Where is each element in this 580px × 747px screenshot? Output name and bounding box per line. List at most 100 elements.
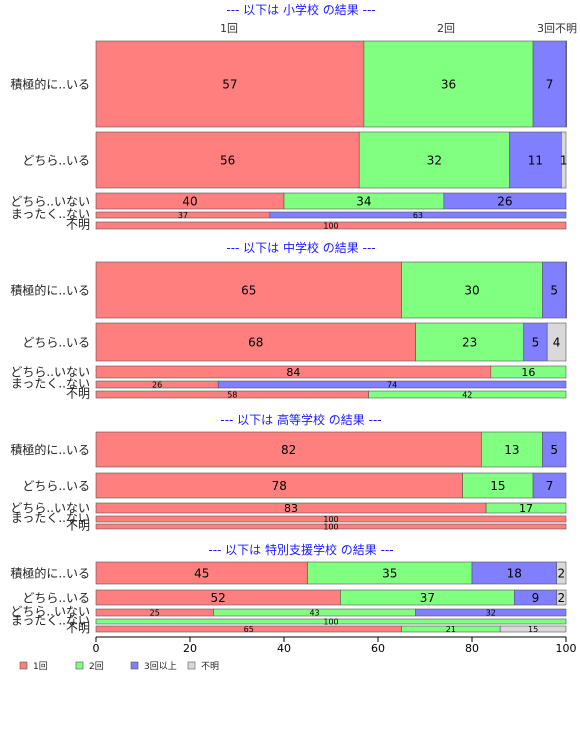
data-label: 43 bbox=[309, 608, 319, 617]
data-label: 16 bbox=[521, 366, 535, 379]
row-label: どちら..いる bbox=[22, 335, 90, 349]
data-label: 45 bbox=[194, 566, 209, 580]
data-label: 82 bbox=[281, 443, 296, 457]
bar-segment bbox=[95, 131, 360, 189]
bar-segment bbox=[556, 589, 567, 606]
legend-label: 1回 bbox=[33, 661, 48, 672]
data-label: 100 bbox=[323, 522, 338, 531]
data-label: 15 bbox=[528, 625, 538, 634]
data-label: 5 bbox=[550, 283, 558, 297]
data-label: 15 bbox=[490, 479, 505, 493]
bar-segment bbox=[499, 625, 567, 633]
data-label: 13 bbox=[504, 443, 519, 457]
data-label: 40 bbox=[182, 194, 197, 208]
legend-swatch bbox=[19, 661, 28, 670]
data-label: 32 bbox=[427, 153, 442, 167]
data-label: 68 bbox=[248, 335, 263, 349]
row-label: どちら..いない bbox=[10, 365, 90, 379]
data-label: 21 bbox=[446, 625, 456, 634]
bar-segment bbox=[358, 131, 510, 189]
bar-segment bbox=[532, 40, 567, 128]
data-label: 2 bbox=[557, 591, 565, 605]
bar-row: どちら..いる 56 32 11 1 bbox=[22, 131, 568, 189]
bar-segment bbox=[415, 608, 567, 617]
bar-segment bbox=[95, 618, 567, 625]
data-label: 37 bbox=[420, 591, 435, 605]
bar-segment bbox=[95, 523, 567, 530]
data-label: 65 bbox=[244, 625, 254, 634]
row-label: 積極的に..いる bbox=[10, 442, 90, 457]
bar-row: 積極的に..いる 65 30 5 bbox=[10, 261, 567, 319]
row-label: まったく..ない bbox=[11, 376, 90, 390]
data-label: 11 bbox=[528, 153, 543, 167]
bar-row: どちら..いる 78 15 7 bbox=[22, 472, 567, 499]
row-label: どちら..いない bbox=[10, 604, 90, 618]
data-label: 36 bbox=[441, 77, 456, 91]
legend-label: 3回以上 bbox=[144, 661, 177, 672]
bar-segment bbox=[368, 390, 567, 399]
data-label: 42 bbox=[462, 390, 472, 399]
row-label: 不明 bbox=[66, 621, 90, 635]
bar-row: 不明 58 42 bbox=[66, 386, 567, 400]
bar-segment bbox=[95, 515, 567, 523]
bar-segment bbox=[546, 322, 567, 362]
bar-segment bbox=[443, 192, 567, 210]
column-header: 3回 bbox=[537, 22, 555, 35]
data-label: 63 bbox=[413, 211, 423, 220]
bar-row: どちら..いない 25 43 32 bbox=[10, 604, 567, 618]
data-label: 26 bbox=[152, 380, 162, 389]
data-label: 34 bbox=[356, 194, 371, 208]
panel-3: --- 以下は 高等学校 の結果 --- 積極的に..いる 82 13 5 どちら..いる… bbox=[10, 412, 567, 532]
bar-segment bbox=[490, 365, 567, 379]
x-axis: 0 20 40 60 80 100 bbox=[93, 636, 577, 655]
bar-row: 積極的に..いる 82 13 5 bbox=[10, 431, 567, 468]
bar-segment bbox=[217, 380, 567, 389]
bar-segment bbox=[415, 322, 525, 362]
bar-segment bbox=[95, 322, 416, 362]
data-label: 56 bbox=[220, 153, 235, 167]
row-label: まったく..ない bbox=[11, 207, 90, 221]
x-tick-label: 20 bbox=[183, 642, 197, 655]
row-label: 積極的に..いる bbox=[10, 565, 90, 580]
bar-segment bbox=[481, 431, 543, 468]
bar-row: どちら..いない 84 16 bbox=[10, 365, 567, 379]
bar-segment bbox=[401, 261, 543, 319]
bar-segment bbox=[560, 131, 567, 189]
data-label: 58 bbox=[227, 390, 237, 399]
data-label: 26 bbox=[497, 194, 512, 208]
bar-segment bbox=[542, 431, 567, 468]
row-label: どちら..いる bbox=[22, 479, 90, 493]
column-header: 不明 bbox=[555, 22, 577, 35]
legend-swatch bbox=[187, 661, 196, 670]
bar-row: 積極的に..いる 57 36 7 bbox=[10, 40, 567, 128]
data-label: 1 bbox=[560, 153, 568, 167]
data-label: 4 bbox=[553, 335, 561, 349]
bar-segment bbox=[509, 131, 562, 189]
data-label: 9 bbox=[532, 591, 540, 605]
bar-row: 積極的に..いる 45 35 18 2 bbox=[10, 561, 567, 585]
bar-segment bbox=[95, 221, 567, 230]
bar-row: どちら..いる 52 37 9 2 bbox=[22, 589, 567, 606]
row-label: どちら..いる bbox=[22, 153, 90, 167]
column-header: 1回 bbox=[220, 22, 238, 35]
data-label: 7 bbox=[546, 77, 554, 91]
row-label: 積極的に..いる bbox=[10, 282, 90, 297]
bar-row: どちら..いる 68 23 5 4 bbox=[22, 322, 567, 362]
bar-segment bbox=[95, 431, 482, 468]
row-label: 不明 bbox=[66, 386, 90, 400]
data-label: 100 bbox=[323, 515, 338, 524]
data-label: 7 bbox=[546, 479, 554, 493]
bar-segment bbox=[95, 261, 402, 319]
row-label: 不明 bbox=[66, 217, 90, 231]
bar-segment bbox=[269, 211, 567, 219]
x-tick-label: 100 bbox=[556, 642, 577, 655]
x-tick-label: 80 bbox=[465, 642, 479, 655]
bar-row: まったく..ない 100 bbox=[11, 613, 567, 627]
row-label: どちら..いない bbox=[10, 194, 90, 208]
data-label: 84 bbox=[286, 366, 300, 379]
data-label: 83 bbox=[284, 502, 298, 515]
bar-segment bbox=[532, 472, 567, 499]
